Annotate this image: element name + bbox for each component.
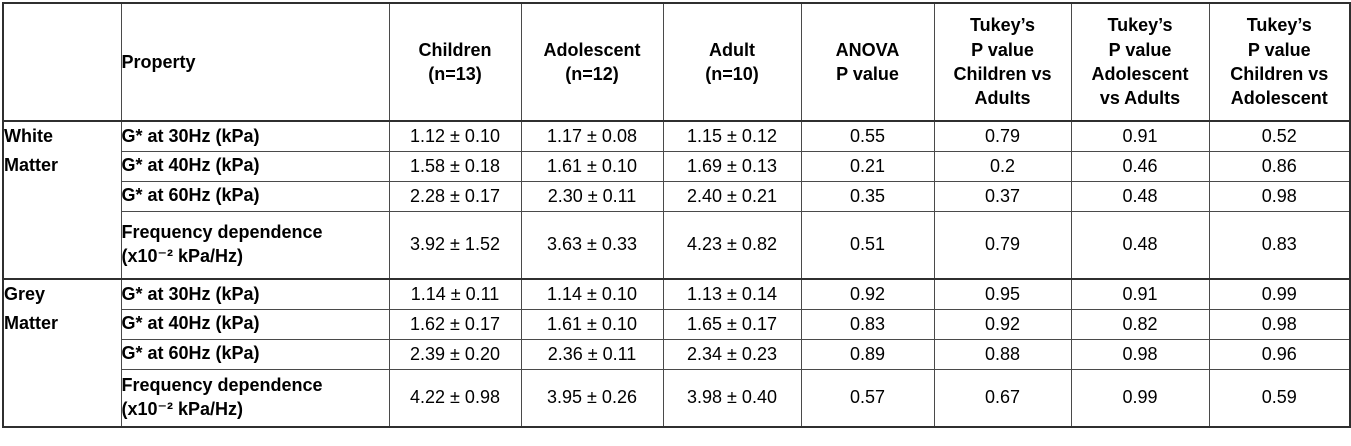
value-tukey-adolescent-adults: 0.48 (1070, 180, 1210, 212)
value-anova: 0.89 (800, 338, 935, 370)
value-children: 2.28 ± 0.17 (388, 180, 522, 212)
header-tukey-children-vs-adolescent: Tukey’s P value Children vs Adolescent (1208, 2, 1351, 122)
header-row: Property Children (n=13) Adolescent (n=1… (2, 2, 1351, 122)
value-adult: 2.34 ± 0.23 (662, 338, 802, 370)
value-tukey-children-adults: 0.79 (933, 120, 1072, 152)
value-tukey-adolescent-adults: 0.99 (1070, 368, 1210, 428)
value-adolescent: 1.61 ± 0.10 (520, 150, 664, 182)
value-adult: 1.15 ± 0.12 (662, 120, 802, 152)
value-tukey-children-adolescent: 0.98 (1208, 308, 1351, 340)
value-tukey-children-adults: 0.79 (933, 210, 1072, 280)
table-row-gm-freq-dependence: Frequency dependence (x10⁻² kPa/Hz) 4.22… (3, 368, 1351, 428)
value-tukey-children-adults: 0.92 (933, 308, 1072, 340)
value-tukey-children-adolescent: 0.59 (1208, 368, 1351, 428)
table-row-wm-freq-dependence: Frequency dependence (x10⁻² kPa/Hz) 3.92… (3, 210, 1351, 280)
value-tukey-children-adults: 0.88 (933, 338, 1072, 370)
property-cell: G* at 40Hz (kPa) (120, 308, 390, 340)
group-label-grey-matter: Grey Matter (2, 278, 122, 428)
value-anova: 0.21 (800, 150, 935, 182)
property-cell: Frequency dependence (x10⁻² kPa/Hz) (120, 210, 390, 280)
value-anova: 0.57 (800, 368, 935, 428)
value-tukey-children-adolescent: 0.99 (1208, 278, 1351, 310)
value-children: 1.58 ± 0.18 (388, 150, 522, 182)
property-cell: G* at 60Hz (kPa) (120, 338, 390, 370)
value-tukey-children-adolescent: 0.52 (1208, 120, 1351, 152)
value-adolescent: 3.63 ± 0.33 (520, 210, 664, 280)
header-property: Property (120, 2, 390, 122)
group-label-white-matter: White Matter (2, 120, 122, 280)
corner-cell (2, 2, 122, 122)
value-tukey-adolescent-adults: 0.91 (1070, 278, 1210, 310)
value-adult: 1.13 ± 0.14 (662, 278, 802, 310)
value-tukey-children-adults: 0.67 (933, 368, 1072, 428)
value-children: 1.62 ± 0.17 (388, 308, 522, 340)
value-tukey-children-adults: 0.2 (933, 150, 1072, 182)
table-row-gm-g40: G* at 40Hz (kPa) 1.62 ± 0.17 1.61 ± 0.10… (3, 308, 1351, 340)
value-children: 4.22 ± 0.98 (388, 368, 522, 428)
value-anova: 0.55 (800, 120, 935, 152)
property-cell: G* at 30Hz (kPa) (120, 278, 390, 310)
value-tukey-children-adolescent: 0.98 (1208, 180, 1351, 212)
header-children: Children (n=13) (388, 2, 522, 122)
value-adolescent: 1.14 ± 0.10 (520, 278, 664, 310)
value-anova: 0.51 (800, 210, 935, 280)
value-adult: 4.23 ± 0.82 (662, 210, 802, 280)
value-tukey-children-adults: 0.37 (933, 180, 1072, 212)
table-row-gm-g30: Grey Matter G* at 30Hz (kPa) 1.14 ± 0.11… (2, 278, 1351, 428)
header-tukey-adolescent-vs-adults: Tukey’s P value Adolescent vs Adults (1070, 2, 1210, 122)
value-children: 1.12 ± 0.10 (388, 120, 522, 152)
value-anova: 0.35 (800, 180, 935, 212)
value-tukey-children-adolescent: 0.86 (1208, 150, 1351, 182)
table-row-wm-g60: G* at 60Hz (kPa) 2.28 ± 0.17 2.30 ± 0.11… (3, 180, 1351, 212)
value-adult: 1.65 ± 0.17 (662, 308, 802, 340)
value-tukey-adolescent-adults: 0.98 (1070, 338, 1210, 370)
table-row-gm-g60: G* at 60Hz (kPa) 2.39 ± 0.20 2.36 ± 0.11… (3, 338, 1351, 370)
value-tukey-adolescent-adults: 0.46 (1070, 150, 1210, 182)
brain-mre-stats-table: Property Children (n=13) Adolescent (n=1… (2, 2, 1351, 428)
header-adolescent: Adolescent (n=12) (520, 2, 664, 122)
value-adult: 3.98 ± 0.40 (662, 368, 802, 428)
property-cell: G* at 30Hz (kPa) (120, 120, 390, 152)
property-cell: G* at 40Hz (kPa) (120, 150, 390, 182)
value-tukey-adolescent-adults: 0.48 (1070, 210, 1210, 280)
value-adolescent: 3.95 ± 0.26 (520, 368, 664, 428)
value-children: 2.39 ± 0.20 (388, 338, 522, 370)
value-tukey-children-adults: 0.95 (933, 278, 1072, 310)
table-row-wm-g30: White Matter G* at 30Hz (kPa) 1.12 ± 0.1… (2, 120, 1351, 280)
value-tukey-adolescent-adults: 0.82 (1070, 308, 1210, 340)
value-tukey-children-adolescent: 0.96 (1208, 338, 1351, 370)
value-children: 1.14 ± 0.11 (388, 278, 522, 310)
value-adolescent: 1.17 ± 0.08 (520, 120, 664, 152)
value-children: 3.92 ± 1.52 (388, 210, 522, 280)
header-tukey-children-vs-adults: Tukey’s P value Children vs Adults (933, 2, 1072, 122)
value-anova: 0.92 (800, 278, 935, 310)
value-tukey-adolescent-adults: 0.91 (1070, 120, 1210, 152)
property-cell: Frequency dependence (x10⁻² kPa/Hz) (120, 368, 390, 428)
value-adolescent: 1.61 ± 0.10 (520, 308, 664, 340)
value-adolescent: 2.30 ± 0.11 (520, 180, 664, 212)
value-tukey-children-adolescent: 0.83 (1208, 210, 1351, 280)
value-adolescent: 2.36 ± 0.11 (520, 338, 664, 370)
property-cell: G* at 60Hz (kPa) (120, 180, 390, 212)
header-anova-p-value: ANOVA P value (800, 2, 935, 122)
value-adult: 1.69 ± 0.13 (662, 150, 802, 182)
value-anova: 0.83 (800, 308, 935, 340)
value-adult: 2.40 ± 0.21 (662, 180, 802, 212)
header-adult: Adult (n=10) (662, 2, 802, 122)
table-row-wm-g40: G* at 40Hz (kPa) 1.58 ± 0.18 1.61 ± 0.10… (3, 150, 1351, 182)
